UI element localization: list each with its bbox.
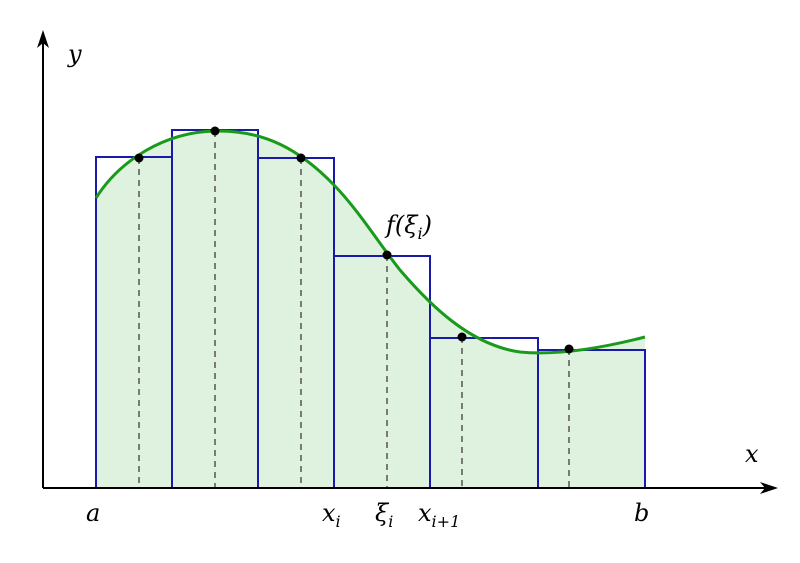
point-label-prefix: f(ξ — [384, 211, 419, 239]
tick-label-b: b — [634, 499, 649, 527]
sample-point-4 — [382, 250, 392, 260]
y-axis-label: y — [67, 40, 82, 68]
sample-point-5 — [457, 332, 467, 342]
tick-label-xi1: xi+1 — [418, 499, 460, 531]
tick-label-xi-main: x — [322, 499, 336, 527]
point-label-sub: i — [417, 224, 422, 243]
y-axis-arrow — [37, 30, 49, 48]
sample-points — [134, 126, 574, 354]
tick-label-a: a — [86, 499, 100, 527]
tick-label-xi-tag-sub: i — [388, 512, 393, 531]
tick-label-xi-tag: ξi — [375, 499, 393, 531]
tick-label-xi1-main: x — [418, 499, 432, 527]
area-under-curve — [96, 130, 645, 488]
tick-label-xi-tag-main: ξ — [375, 499, 390, 527]
sample-point-2 — [210, 126, 220, 136]
tick-label-xi: xi — [322, 499, 341, 531]
x-axis-arrow — [760, 482, 778, 494]
sample-point-1 — [134, 153, 144, 163]
point-label-suffix: ) — [422, 211, 432, 239]
point-label-f-xi: f(ξi) — [384, 211, 432, 243]
function-curve — [94, 129, 646, 355]
sample-dashed-lines — [138, 131, 570, 488]
tick-label-xi-sub: i — [336, 512, 341, 531]
x-axis-label: x — [745, 440, 759, 468]
axes — [42, 40, 770, 489]
sample-point-6 — [564, 344, 574, 354]
tick-label-xi1-sub: i+1 — [432, 512, 461, 531]
sample-point-3 — [296, 153, 306, 163]
